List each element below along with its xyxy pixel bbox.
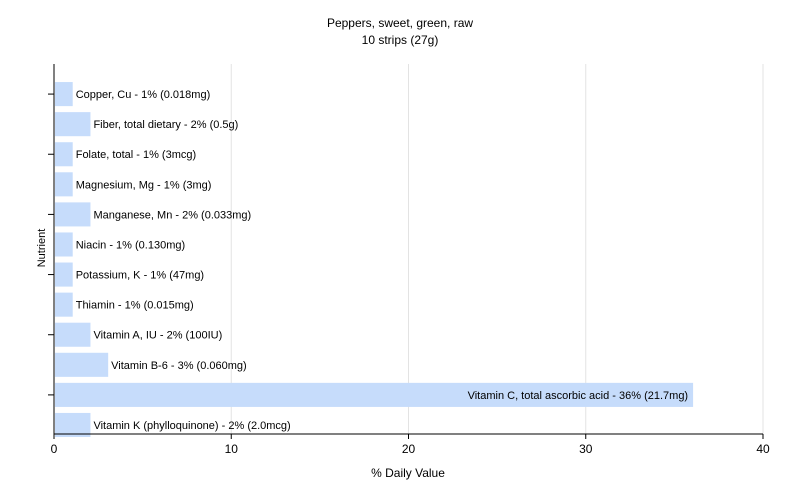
bars-group: Copper, Cu - 1% (0.018mg) Fiber, total di… — [55, 82, 694, 438]
chart-title: Peppers, sweet, green, raw — [327, 16, 473, 30]
bar — [55, 112, 91, 137]
bar — [55, 202, 91, 227]
bar — [55, 412, 91, 438]
chart-subtitle: 10 strips (27g) — [362, 33, 439, 47]
bar-label: Folate, total - 1% (3mcg) — [76, 149, 196, 161]
bar-label: Manganese, Mn - 2% (0.033mg) — [93, 209, 251, 221]
y-axis-label: Nutrient — [36, 229, 48, 268]
bar-label: Vitamin K (phylloquinone) - 2% (2.0mcg) — [93, 420, 290, 432]
bar-label: Fiber, total dietary - 2% (0.5g) — [93, 119, 238, 131]
bar — [55, 322, 91, 347]
bar-label: Copper, Cu - 1% (0.018mg) — [76, 89, 211, 101]
bar-label: Vitamin B-6 - 3% (0.060mg) — [111, 360, 247, 372]
x-tick-label: 20 — [402, 442, 416, 456]
bar — [55, 382, 694, 407]
bar — [55, 172, 73, 197]
bar — [55, 142, 73, 167]
bar — [55, 262, 73, 287]
bar — [55, 292, 73, 317]
bar — [55, 82, 73, 107]
x-tick-label: 0 — [51, 442, 58, 456]
bar-label: Potassium, K - 1% (47mg) — [76, 270, 204, 282]
bar-label: Thiamin - 1% (0.015mg) — [76, 300, 194, 312]
axes-group: 0 10 20 30 40 — [48, 64, 770, 456]
x-tick-label: 40 — [756, 442, 770, 456]
x-axis-label: % Daily Value — [371, 466, 445, 480]
bar-label: Magnesium, Mg - 1% (3mg) — [76, 179, 212, 191]
bar — [55, 352, 109, 377]
bar-label: Vitamin A, IU - 2% (100IU) — [93, 330, 222, 342]
grid-lines — [230, 64, 764, 434]
bar-label: Vitamin C, total ascorbic acid - 36% (21… — [468, 390, 689, 402]
bar-label: Niacin - 1% (0.130mg) — [76, 239, 185, 251]
bar — [55, 232, 73, 257]
x-tick-label: 10 — [225, 442, 239, 456]
x-tick-label: 30 — [579, 442, 593, 456]
